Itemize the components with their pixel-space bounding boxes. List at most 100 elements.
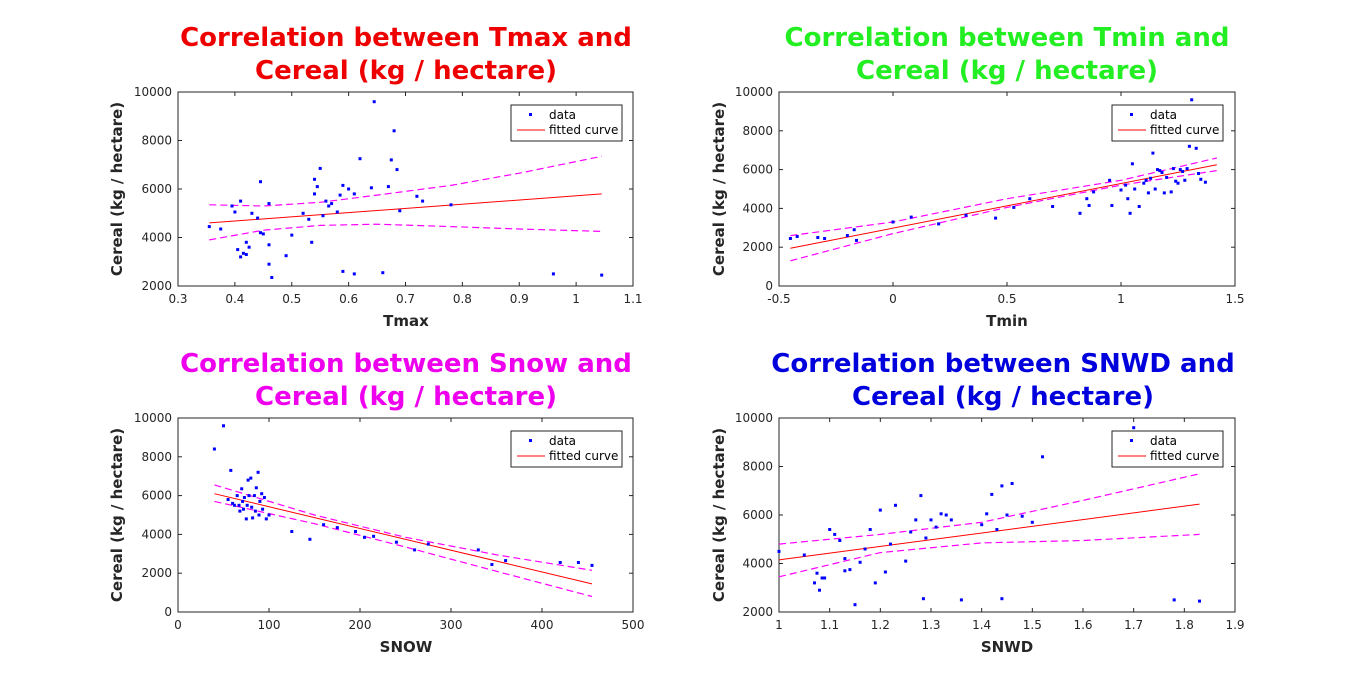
data-point (315, 185, 319, 189)
data-point (848, 568, 852, 572)
data-point (372, 534, 376, 538)
legend-marker-data (1130, 113, 1133, 116)
data-point (260, 492, 264, 496)
data-point (389, 158, 393, 162)
data-point (212, 447, 216, 451)
data-point (239, 199, 243, 203)
data-point (232, 503, 236, 507)
data-point (207, 225, 211, 229)
snow-chart: Correlation between Snow and Cereal (kg … (108, 349, 644, 656)
x-tick-label: 1.6 (1073, 618, 1092, 632)
data-point (267, 262, 271, 266)
data-point (245, 503, 249, 507)
data-point (251, 516, 255, 520)
data-point (818, 588, 821, 592)
x-tick-label: 500 (622, 618, 645, 632)
data-point (1020, 514, 1024, 518)
data-point (330, 202, 334, 206)
x-tick-label: 1 (572, 292, 580, 306)
data-point (313, 177, 316, 181)
data-point (250, 211, 254, 215)
fitted-curve (209, 193, 602, 224)
data-point (352, 272, 356, 276)
data-point (1158, 169, 1162, 173)
x-tick-label: 0.6 (339, 292, 358, 306)
x-tick-label: 300 (440, 618, 463, 632)
data-point (1174, 179, 1178, 183)
data-point (1133, 187, 1137, 191)
data-point (590, 563, 594, 567)
y-tick-label: 0 (164, 605, 172, 619)
x-tick-label: 1.8 (1175, 618, 1194, 632)
fitted-curve (790, 164, 1217, 249)
data-point (1176, 181, 1180, 185)
data-point (939, 512, 943, 516)
data-point (254, 486, 258, 490)
lower-bound-line (214, 500, 593, 598)
y-tick-label: 6000 (742, 163, 773, 177)
legend-label-fit: fitted curve (1150, 449, 1219, 463)
data-point (985, 512, 989, 516)
data-point (244, 253, 248, 256)
data-point (253, 509, 257, 513)
data-point (261, 507, 265, 511)
data-point (222, 424, 225, 428)
tmax-chart: Correlation between Tmax and Cereal (kg … (108, 23, 643, 330)
lower-bound-line (778, 533, 1200, 578)
data-point (889, 542, 892, 546)
data-point (335, 210, 339, 214)
y-tick-label: 8000 (742, 460, 773, 474)
data-point (504, 559, 508, 563)
x-tick-label: 200 (349, 618, 372, 632)
legend-box (510, 430, 623, 468)
y-axis-label: Cereal (kg / hectare) (108, 102, 126, 276)
data-point (1092, 190, 1096, 194)
data-point (1178, 168, 1182, 172)
x-tick-label: 0.8 (453, 292, 472, 306)
data-point (788, 237, 792, 240)
x-tick-label: 1.1 (820, 618, 839, 632)
data-point (1194, 146, 1198, 150)
data-point (959, 598, 963, 602)
data-point (270, 276, 274, 279)
y-tick-label: 2000 (742, 605, 773, 619)
axes-box (177, 417, 634, 613)
x-tick-label: 1.5 (1225, 292, 1244, 306)
data-point (239, 255, 243, 259)
data-point (1144, 178, 1148, 182)
data-point (845, 234, 849, 238)
y-tick-label: 4000 (141, 527, 172, 541)
data-point (813, 581, 816, 585)
data-point (426, 542, 430, 546)
upper-bound-line (214, 484, 593, 571)
data-point (815, 571, 819, 575)
y-tick-label: 6000 (141, 182, 172, 196)
data-point (995, 528, 999, 531)
data-point (341, 269, 345, 273)
legend-label-fit: fitted curve (1150, 123, 1219, 137)
data-point (1126, 197, 1130, 201)
data-point (341, 183, 345, 187)
data-point (244, 517, 248, 521)
data-point (258, 499, 262, 503)
data-point (1041, 455, 1044, 459)
data-point (421, 199, 425, 203)
y-tick-label: 4000 (742, 557, 773, 571)
data-point (891, 220, 895, 224)
data-point (247, 494, 251, 498)
data-point (241, 251, 245, 255)
data-point (1110, 204, 1114, 207)
legend-label-data: data (1150, 434, 1177, 448)
legend-box (510, 104, 623, 142)
snwd-chart: Correlation between SNWD and Cereal (kg … (710, 349, 1245, 656)
y-tick-label: 10000 (735, 411, 773, 425)
chart-title-line2: Cereal (kg / hectare) (255, 382, 557, 412)
legend: data fitted curve (510, 104, 623, 142)
data-point (1087, 204, 1091, 207)
data-point (1000, 597, 1004, 601)
data-point (242, 496, 246, 499)
data-point (795, 235, 799, 238)
data-point (415, 194, 419, 198)
data-point (290, 233, 294, 237)
data-point (352, 192, 356, 196)
